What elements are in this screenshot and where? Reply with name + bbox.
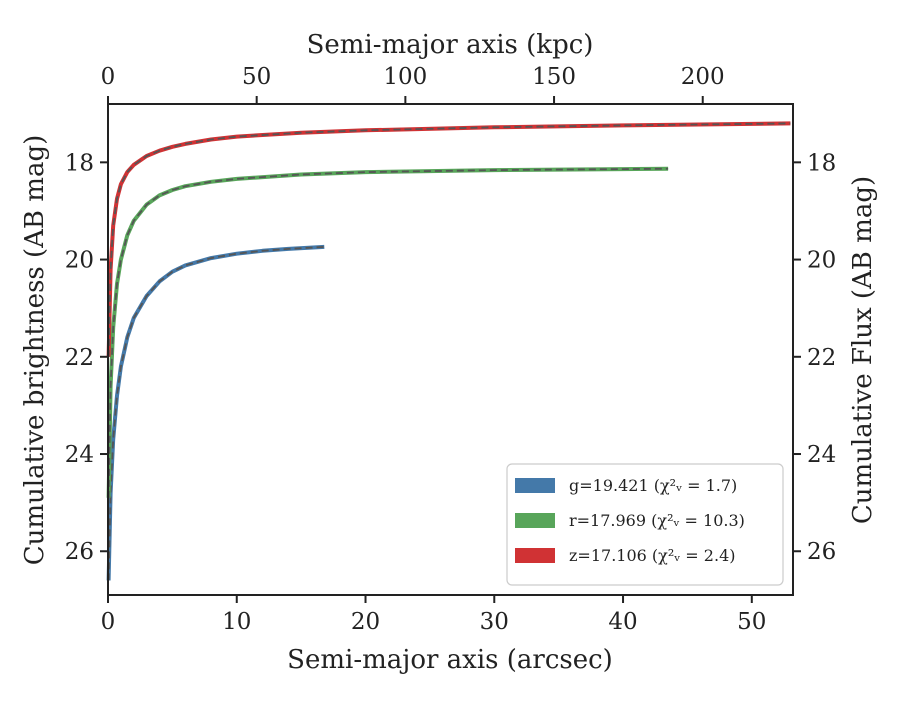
series-line-0 [106,244,325,581]
legend-label-1: r=17.969 (χ²ᵥ = 10.3) [569,511,745,530]
plot-frame [107,103,794,596]
x-tick-label-bottom: 30 [480,609,509,635]
x-tick-label-bottom: 10 [222,609,251,635]
y-tick-label-right: 26 [807,539,836,565]
y-tick-label-right: 24 [807,442,836,468]
y-tick-label-right: 22 [807,345,836,371]
legend-box [506,463,784,586]
y-tick-label-right: 18 [807,150,836,176]
y-tick-label-left: 26 [65,539,94,565]
legend-label-0: g=19.421 (χ²ᵥ = 1.7) [569,476,737,495]
x-tick-label-top: 100 [383,64,427,90]
legend: g=19.421 (χ²ᵥ = 1.7) r=17.969 (χ²ᵥ = 10.3… [506,463,784,586]
x-tick-label-bottom: 0 [101,609,116,635]
y-tick-label-left: 22 [65,345,94,371]
x-tick-label-bottom: 40 [608,609,637,635]
x-tick-label-top: 200 [681,64,725,90]
y-tick-label-left: 20 [65,248,94,274]
series-model-line-1 [107,167,669,498]
legend-label-2: z=17.106 (χ²ᵥ = 2.4) [569,546,735,565]
y-tick-label-right: 20 [807,248,836,274]
y-tick-label-left: 24 [65,442,94,468]
x-tick-label-top: 50 [242,64,271,90]
x-tick-label-top: 150 [532,64,576,90]
x-tick-label-bottom: 50 [737,609,766,635]
x-axis-title-top: Semi-major axis (kpc) [307,30,594,60]
legend-swatch-0 [515,478,555,493]
x-tick-label-bottom: 20 [351,609,380,635]
series-model-line-2 [107,122,791,357]
y-tick-label-left: 18 [65,150,94,176]
x-axis-title-bottom: Semi-major axis (arcsec) [287,645,613,675]
series-model-line-0 [107,246,325,581]
legend-swatch-1 [515,513,555,528]
y-axis-title-left: Cumulative brightness (AB mag) [20,135,50,566]
x-tick-label-top: 0 [101,64,116,90]
axes: 0 10 20 30 40 50 0 50 100 150 200 18 18 20 20 22 22 24 24 2… [65,64,837,635]
legend-swatch-2 [515,548,555,563]
series-line-1 [106,166,669,498]
plot-area [106,121,791,581]
y-axis-title-right: Cumulative Flux (AB mag) [848,176,878,524]
series-line-2 [106,121,791,357]
